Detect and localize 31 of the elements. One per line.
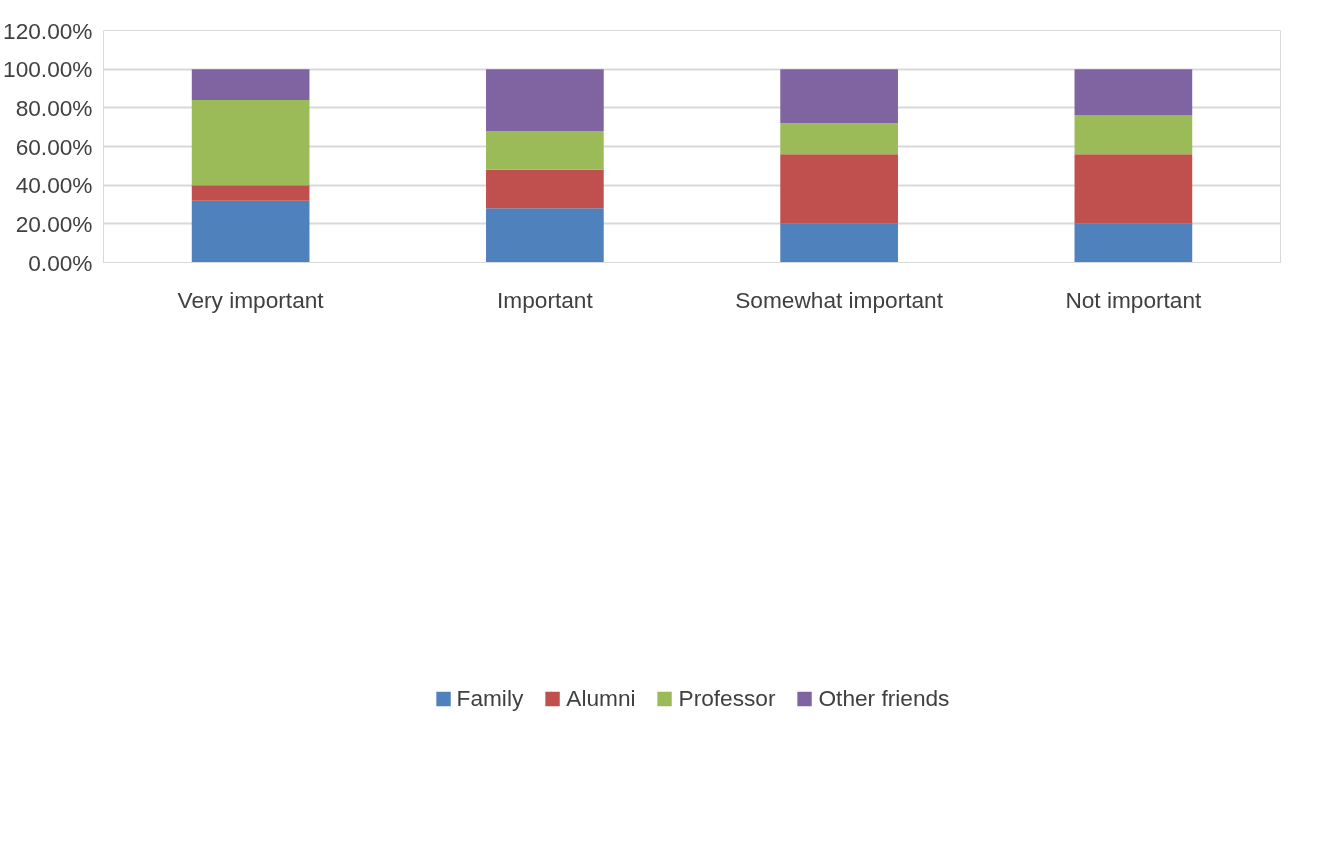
x-tick-label: Somewhat important (735, 286, 944, 313)
x-tick-label: Important (497, 286, 594, 313)
y-tick-label: 100.00% (3, 56, 93, 83)
y-tick-label: 80.00% (15, 94, 93, 121)
bar (486, 169, 604, 209)
x-tick-label: Very important (177, 286, 325, 313)
bar (1074, 154, 1193, 224)
legend-label: Family (456, 684, 524, 712)
bar (1074, 69, 1193, 116)
bar (780, 69, 898, 124)
legend-label: Other friends (818, 684, 950, 712)
bar (191, 185, 310, 201)
bar (1074, 115, 1193, 155)
bar (780, 123, 898, 155)
y-tick-label: 0.00% (28, 249, 93, 276)
bar (191, 100, 310, 186)
y-tick-label: 20.00% (15, 210, 93, 237)
bar (486, 208, 604, 263)
bar (780, 223, 898, 263)
bar (486, 69, 604, 132)
y-tick-label: 120.00% (3, 17, 93, 44)
bar (486, 131, 604, 170)
bar (1074, 223, 1193, 263)
x-tick-label: Not important (1065, 286, 1203, 313)
legend-label: Alumni (566, 684, 636, 712)
bar (191, 200, 310, 263)
bar (191, 69, 310, 101)
bar (780, 154, 898, 224)
y-tick-label: 40.00% (15, 172, 93, 199)
y-tick-label: 60.00% (15, 133, 93, 160)
legend-label: Professor (678, 684, 776, 712)
